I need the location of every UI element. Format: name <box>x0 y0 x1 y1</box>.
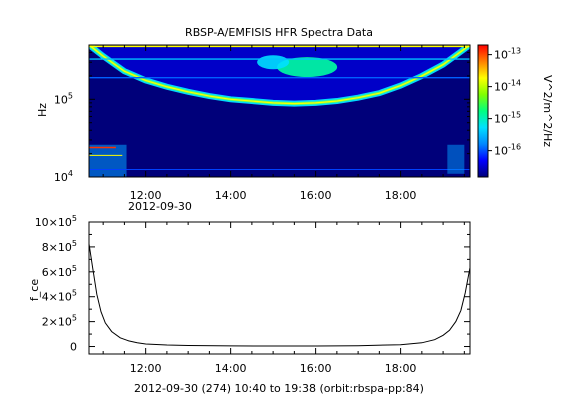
low-freq-activity <box>447 144 465 174</box>
fce-xtick-label: 12:00 <box>130 362 162 375</box>
spectrogram-title: RBSP-A/EMFISIS HFR Spectra Data <box>185 26 373 39</box>
fce-xtick-label: 18:00 <box>385 362 417 375</box>
fce-ytick-label: 4×105 <box>42 289 77 304</box>
fce-xtick-label: 14:00 <box>215 362 247 375</box>
colorbar-tick-label: 10-13 <box>494 47 521 62</box>
spectrogram-features <box>89 45 470 177</box>
emission-blob-secondary <box>257 55 290 70</box>
spectrogram-ylabel: Hz <box>36 103 49 117</box>
low-freq-activity <box>89 144 127 177</box>
fce-ytick-label: 10×105 <box>35 214 77 229</box>
colorbar <box>477 44 489 178</box>
colorbar-tick-label: 10-15 <box>494 111 521 126</box>
spectrogram-xtick-label: 12:00 <box>130 189 162 202</box>
colorbar-tick-label: 10-14 <box>494 79 521 94</box>
fce-ylabel: f_ce <box>28 279 41 301</box>
fce-plot-area <box>88 221 471 355</box>
spectrogram-ytick-label: 105 <box>54 91 73 106</box>
fce-ytick-label: 8×105 <box>42 239 77 254</box>
emission-blob <box>277 57 338 78</box>
fce-xtick-label: 16:00 <box>300 362 332 375</box>
spectrogram-xtick-label: 16:00 <box>300 189 332 202</box>
spectrogram-xtick-label: 14:00 <box>215 189 247 202</box>
fce-series-line <box>89 244 470 347</box>
spectrogram-ytick-label: 104 <box>54 169 73 184</box>
spectrogram-xtick-label: 18:00 <box>385 189 417 202</box>
fce-ytick-label: 6×105 <box>42 264 77 279</box>
colorbar-tick-label: 10-16 <box>494 143 521 158</box>
fce-ytick-label: 0 <box>70 341 77 354</box>
cutoff-band-core <box>89 45 470 105</box>
spectrogram-date-label: 2012-09-30 <box>128 200 192 213</box>
fce-ytick-label: 2×105 <box>42 314 77 329</box>
colorbar-label: V^2/m^2/Hz <box>541 75 554 147</box>
fce-xlabel: 2012-09-30 (274) 10:40 to 19:38 (orbit:r… <box>134 382 424 395</box>
